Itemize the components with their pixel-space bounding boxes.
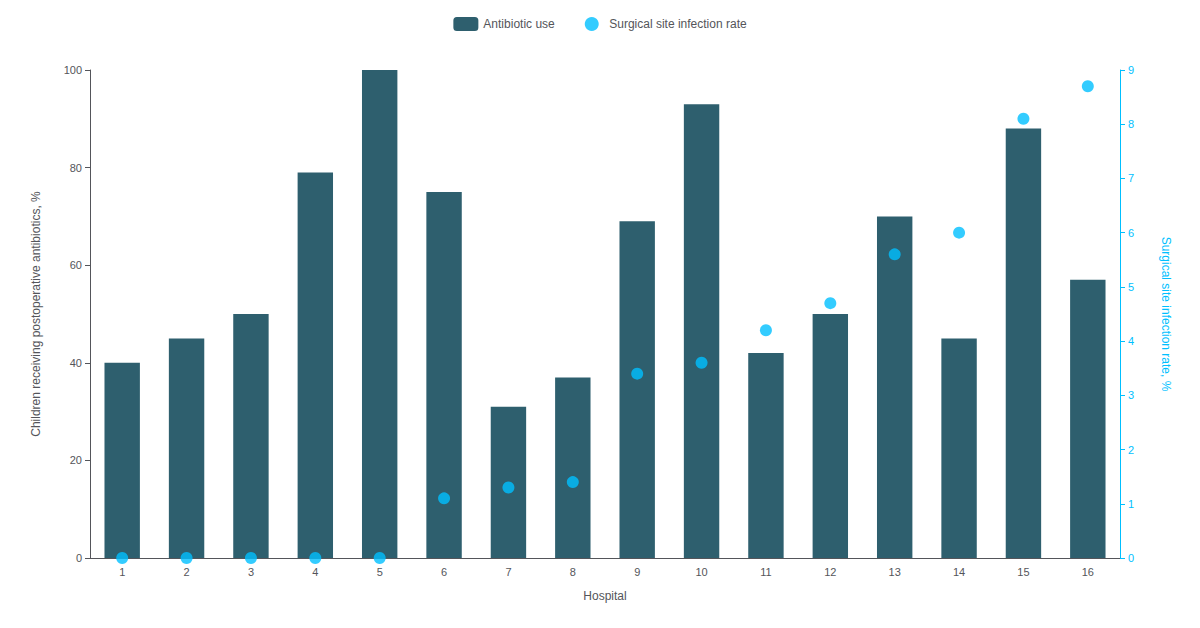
svg-text:0: 0 bbox=[1128, 552, 1134, 564]
svg-text:10: 10 bbox=[695, 566, 707, 578]
svg-text:11: 11 bbox=[760, 566, 771, 578]
svg-text:Antibiotic use: Antibiotic use bbox=[483, 17, 555, 31]
svg-text:5: 5 bbox=[1128, 281, 1134, 293]
svg-text:14: 14 bbox=[953, 566, 965, 578]
svg-text:13: 13 bbox=[889, 566, 901, 578]
svg-text:15: 15 bbox=[1017, 566, 1029, 578]
svg-text:3: 3 bbox=[248, 566, 254, 578]
svg-text:7: 7 bbox=[505, 566, 511, 578]
svg-text:Hospital: Hospital bbox=[583, 589, 626, 603]
svg-text:Surgical site infection rate: Surgical site infection rate bbox=[609, 17, 747, 31]
svg-text:2: 2 bbox=[1128, 444, 1134, 456]
svg-text:40: 40 bbox=[70, 357, 82, 369]
svg-text:8: 8 bbox=[1128, 118, 1134, 130]
svg-text:80: 80 bbox=[70, 162, 82, 174]
svg-text:1: 1 bbox=[1128, 498, 1134, 510]
svg-text:6: 6 bbox=[441, 566, 447, 578]
svg-text:8: 8 bbox=[570, 566, 576, 578]
svg-text:2: 2 bbox=[184, 566, 190, 578]
svg-text:16: 16 bbox=[1082, 566, 1094, 578]
svg-text:3: 3 bbox=[1128, 389, 1134, 401]
svg-text:4: 4 bbox=[1128, 335, 1134, 347]
svg-text:0: 0 bbox=[76, 552, 82, 564]
svg-text:9: 9 bbox=[1128, 64, 1134, 76]
svg-text:9: 9 bbox=[634, 566, 640, 578]
svg-text:60: 60 bbox=[70, 259, 82, 271]
svg-text:100: 100 bbox=[64, 64, 82, 76]
svg-text:Surgical site infection rate,: Surgical site infection rate, % bbox=[1159, 237, 1173, 392]
svg-text:6: 6 bbox=[1128, 227, 1134, 239]
svg-text:Children receiving postoperati: Children receiving postoperative antibio… bbox=[29, 191, 43, 437]
svg-text:5: 5 bbox=[377, 566, 383, 578]
svg-text:4: 4 bbox=[312, 566, 318, 578]
svg-text:1: 1 bbox=[119, 566, 125, 578]
svg-text:7: 7 bbox=[1128, 172, 1134, 184]
svg-text:20: 20 bbox=[70, 454, 82, 466]
svg-text:12: 12 bbox=[824, 566, 836, 578]
